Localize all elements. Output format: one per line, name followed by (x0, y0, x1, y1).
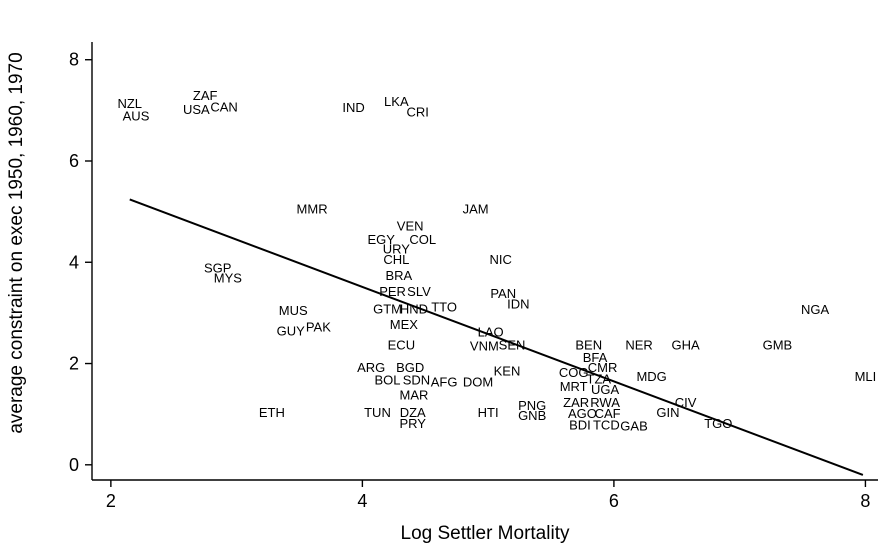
point-gab: GAB (620, 418, 647, 433)
point-nic: NIC (490, 252, 512, 267)
point-gtm: GTM (373, 301, 402, 316)
point-ago: AGO (568, 406, 597, 421)
point-rwa: RWA (590, 395, 620, 410)
x-tick-label-1: 4 (357, 491, 367, 511)
point-cmr: CMR (588, 360, 618, 375)
point-eth: ETH (259, 405, 285, 420)
point-pry: PRY (399, 416, 426, 431)
point-dom: DOM (463, 374, 493, 389)
point-tza: TZA (587, 372, 612, 387)
point-lao: LAO (478, 325, 504, 340)
point-egy: EGY (368, 232, 396, 247)
point-col: COL (409, 232, 436, 247)
point-png: PNG (518, 398, 546, 413)
point-vnm: VNM (470, 338, 499, 353)
point-nzl: NZL (117, 96, 142, 111)
point-guy: GUY (277, 324, 306, 339)
y-tick-label-4: 8 (69, 50, 79, 70)
point-ken: KEN (494, 364, 521, 379)
point-gin: GIN (656, 405, 679, 420)
y-tick-label-0: 0 (69, 455, 79, 475)
y-axis-title: average constraint on exec 1950, 1960, 1… (6, 52, 27, 433)
point-hnd: HND (400, 301, 428, 316)
point-bfa: BFA (583, 350, 608, 365)
x-tick-label-2: 6 (609, 491, 619, 511)
point-bdi: BDI (569, 417, 591, 432)
point-afg: AFG (431, 374, 458, 389)
point-uga: UGA (591, 382, 620, 397)
point-tgo: TGO (704, 416, 732, 431)
point-gmb: GMB (763, 337, 793, 352)
point-mus: MUS (279, 303, 308, 318)
point-ner: NER (625, 337, 652, 352)
point-cri: CRI (407, 104, 429, 119)
point-sen: SEN (499, 337, 526, 352)
x-tick-label-3: 8 (860, 491, 870, 511)
point-sgp: SGP (204, 260, 231, 275)
point-tcd: TCD (593, 417, 620, 432)
point-gnb: GNB (518, 408, 546, 423)
point-mys: MYS (214, 270, 243, 285)
point-pak: PAK (306, 320, 331, 335)
y-tick-label-3: 6 (69, 151, 79, 171)
point-pan: PAN (490, 286, 516, 301)
point-can: CAN (210, 99, 237, 114)
point-per: PER (379, 284, 406, 299)
point-aus: AUS (123, 108, 150, 123)
axes (91, 42, 878, 481)
point-jam: JAM (463, 202, 489, 217)
point-nga: NGA (801, 302, 830, 317)
point-sdn: SDN (403, 373, 430, 388)
point-civ: CIV (675, 395, 697, 410)
x-axis-title: Log Settler Mortality (401, 523, 570, 544)
point-ind: IND (342, 100, 364, 115)
point-mex: MEX (390, 317, 419, 332)
point-mli: MLI (855, 369, 877, 384)
fit-line-group (129, 198, 864, 476)
y-tick-label-2: 4 (69, 252, 79, 272)
point-lka: LKA (384, 94, 409, 109)
point-usa: USA (183, 102, 210, 117)
point-bol: BOL (375, 373, 401, 388)
fit-line (129, 198, 864, 476)
point-zar: ZAR (563, 395, 589, 410)
point-tto: TTO (431, 299, 457, 314)
point-ury: URY (383, 242, 411, 257)
point-slv: SLV (407, 284, 431, 299)
point-bgd: BGD (396, 360, 424, 375)
point-hti: HTI (478, 405, 499, 420)
point-chl: CHL (383, 252, 409, 267)
point-bra: BRA (385, 268, 412, 283)
point-gha: GHA (672, 337, 701, 352)
point-tun: TUN (364, 405, 391, 420)
point-mrt: MRT (560, 379, 588, 394)
point-dza: DZA (400, 405, 426, 420)
point-ecu: ECU (388, 337, 415, 352)
point-idn: IDN (507, 296, 529, 311)
point-ben: BEN (575, 337, 602, 352)
y-tick-label-1: 2 (69, 354, 79, 374)
point-cog: COG (559, 365, 589, 380)
point-zaf: ZAF (193, 88, 218, 103)
point-mar: MAR (400, 387, 429, 402)
point-caf: CAF (595, 406, 621, 421)
point-mdg: MDG (636, 369, 666, 384)
point-ven: VEN (397, 218, 424, 233)
axis-ticks: 2 4 6 8 0 2 4 6 8 (69, 50, 870, 511)
point-arg: ARG (357, 360, 385, 375)
point-mmr: MMR (297, 202, 328, 217)
x-tick-label-0: 2 (106, 491, 116, 511)
